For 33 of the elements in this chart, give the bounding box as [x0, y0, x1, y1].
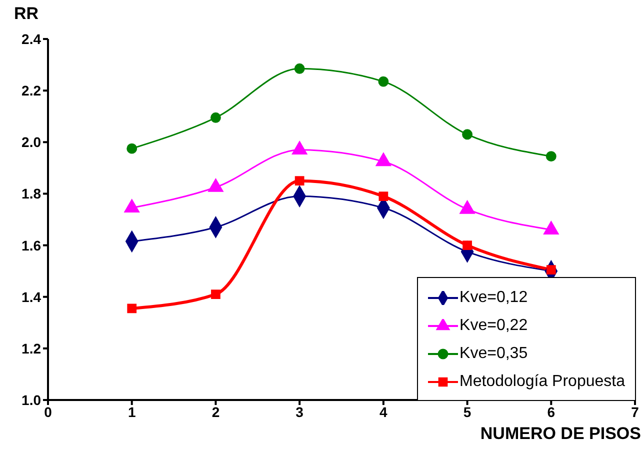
point — [462, 129, 473, 140]
x-tick-label: 4 — [380, 404, 388, 420]
y-axis-title: RR — [14, 4, 39, 24]
point — [546, 151, 556, 162]
point — [378, 192, 388, 201]
x-tick-label: 7 — [631, 404, 640, 420]
x-tick-label: 2 — [212, 404, 220, 420]
y-tick-label: 2.2 — [22, 82, 42, 99]
point — [294, 63, 305, 74]
y-tick-label: 2.0 — [22, 134, 42, 150]
x-axis-title: NUMERO DE PISOS — [480, 424, 641, 444]
legend-label: Metodología Propuesta — [460, 373, 625, 391]
x-tick-label: 5 — [463, 404, 472, 420]
y-tick-label: 1.2 — [22, 340, 42, 356]
x-tick-label: 0 — [44, 404, 52, 420]
point — [462, 240, 472, 250]
legend-label: Kve=0,35 — [460, 345, 528, 363]
x-tick-label: 1 — [128, 404, 136, 420]
x-tick-label: 3 — [296, 404, 304, 420]
point — [378, 76, 389, 87]
y-tick-label: 1.4 — [22, 288, 42, 305]
point — [126, 143, 138, 154]
point — [210, 112, 221, 123]
legend-label: Kve=0,12 — [460, 289, 528, 307]
point — [294, 176, 304, 186]
y-tick-label: 1.6 — [22, 237, 42, 254]
point — [127, 304, 137, 314]
y-tick-label: 2.4 — [22, 30, 42, 47]
x-tick-label: 6 — [547, 404, 556, 420]
y-tick-label: 1.0 — [22, 392, 42, 408]
point — [211, 290, 220, 299]
y-tick-label: 1.8 — [22, 186, 42, 202]
legend-label: Kve=0,22 — [460, 317, 528, 335]
